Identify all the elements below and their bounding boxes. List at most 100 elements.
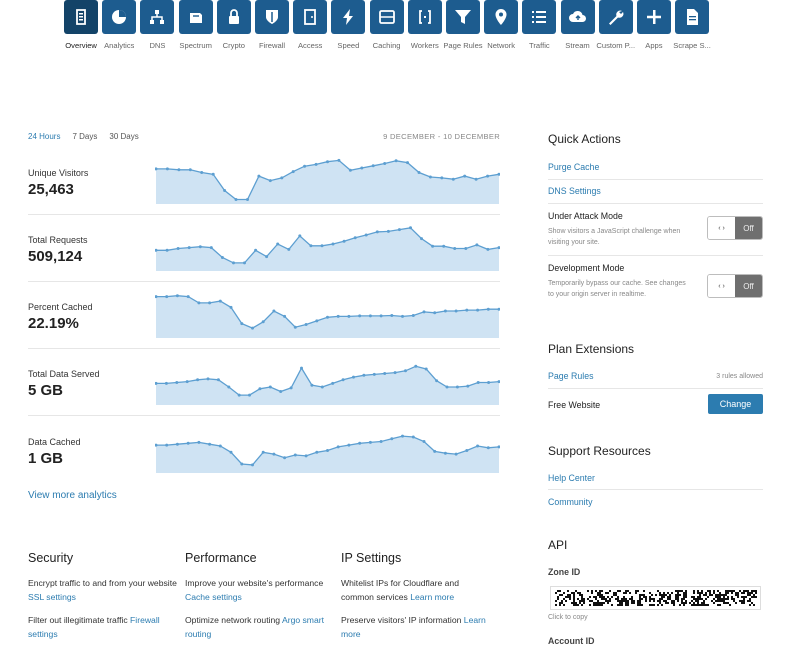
sparkline-point — [155, 248, 158, 252]
sparkline-point — [175, 442, 179, 446]
cache-settings-link[interactable]: Cache settings — [185, 591, 242, 602]
sparkline-point — [358, 314, 362, 318]
sparkline-point — [414, 364, 418, 368]
ip-whitelist-text: Whitelist IPs for Cloudflare and common … — [341, 578, 459, 602]
sparkline-point — [314, 162, 318, 166]
nav-item-crypto[interactable]: Crypto — [215, 0, 253, 56]
sparkline-point — [404, 369, 407, 373]
time-option-24-hours[interactable]: 24 Hours — [28, 131, 61, 141]
sparkline-point — [358, 441, 362, 445]
sparkline-point — [390, 437, 394, 441]
time-option-30-days[interactable]: 30 Days — [109, 131, 139, 141]
sparkline-point — [375, 230, 379, 234]
nav-item-overview[interactable]: Overview — [62, 0, 100, 56]
nav-item-stream[interactable]: Stream — [558, 0, 596, 56]
dns-settings-link[interactable]: DNS Settings — [548, 186, 601, 196]
ssl-settings-link[interactable]: SSL settings — [28, 591, 76, 602]
nav-item-firewall[interactable]: Firewall — [253, 0, 291, 56]
lightning-icon — [343, 9, 354, 25]
sparkline-point — [433, 311, 437, 315]
argo-smart-routing-link[interactable]: Argo smart routing — [185, 615, 324, 639]
toggle-code-icon: ‹ › — [708, 217, 735, 239]
nav-item-scrape-s[interactable]: Scrape S... — [673, 0, 711, 56]
divider — [548, 255, 763, 256]
community-link[interactable]: Community — [548, 497, 593, 507]
sparkline-point — [465, 449, 469, 452]
view-more-analytics-link[interactable]: View more analytics — [28, 490, 117, 501]
change-plan-button[interactable]: Change — [708, 394, 763, 414]
nav-item-workers[interactable]: Workers — [406, 0, 444, 56]
sparkline-point — [475, 243, 479, 247]
sparkline-point — [185, 380, 189, 384]
date-range: 9 DECEMBER - 10 DECEMBER — [383, 131, 500, 141]
sparkline-point — [422, 440, 426, 443]
nav-item-traffic[interactable]: Traffic — [520, 0, 558, 56]
zone-id-field[interactable] — [550, 586, 761, 610]
nav-item-access[interactable]: Access — [291, 0, 329, 56]
wrench-icon — [598, 0, 633, 34]
nav-item-speed[interactable]: Speed — [329, 0, 367, 56]
lock-icon — [216, 0, 251, 34]
lock-icon — [228, 9, 239, 24]
sparkline-point — [454, 452, 458, 456]
sparkline-point — [216, 378, 220, 382]
sparkline-point — [422, 310, 426, 314]
sparkline-point — [200, 171, 204, 174]
sparkline-point — [406, 161, 409, 165]
sparkline-point — [394, 159, 398, 163]
overview-icon — [76, 9, 86, 25]
nav-item-network[interactable]: Network — [482, 0, 520, 56]
nav-item-caching[interactable]: Caching — [368, 0, 406, 56]
nav-item-custom-p[interactable]: Custom P... — [596, 0, 635, 56]
sparkline-point — [186, 441, 190, 445]
metric-row: Data Cached 1 GB — [28, 434, 500, 497]
sparkline-point — [442, 244, 446, 248]
under-attack-mode-toggle[interactable]: ‹ › Off — [707, 216, 763, 240]
sparkline-point — [254, 248, 258, 252]
sparkline-point — [476, 308, 480, 312]
metric-label: Percent Cached — [28, 302, 93, 312]
sparkline-point — [497, 307, 500, 311]
nav-item-spectrum[interactable]: Spectrum — [177, 0, 215, 56]
nav-item-analytics[interactable]: Analytics — [100, 0, 138, 56]
page-rules-link[interactable]: Page Rules — [548, 371, 594, 381]
support-resources-title: Support Resources — [548, 444, 651, 458]
sparkline-point — [257, 174, 261, 178]
nav-item-dns[interactable]: DNS — [138, 0, 176, 56]
development-mode-description: Temporarily bypass our cache. See change… — [548, 280, 686, 298]
whitelist-learn-more-link[interactable]: Learn more — [410, 591, 455, 602]
preserve-ip-learn-more-link[interactable]: Learn more — [341, 615, 486, 639]
time-option-7-days[interactable]: 7 Days — [72, 131, 98, 141]
door-icon — [293, 0, 328, 34]
sparkline-point — [291, 170, 295, 174]
divider — [548, 203, 763, 204]
plus-icon — [636, 0, 671, 34]
sparkline-point — [198, 245, 202, 249]
purge-cache-link[interactable]: Purge Cache — [548, 162, 600, 172]
nav-label: Scrape S... — [673, 41, 711, 50]
divider — [548, 179, 763, 180]
shield-icon — [266, 10, 279, 24]
spectrum-icon — [178, 0, 213, 34]
development-mode-toggle[interactable]: ‹ › Off — [707, 274, 763, 298]
plus-icon — [646, 10, 661, 24]
nav-item-apps[interactable]: Apps — [635, 0, 673, 56]
help-center-link[interactable]: Help Center — [548, 473, 595, 483]
divider — [28, 348, 500, 349]
metric-row: Percent Cached 22.19% — [28, 294, 500, 362]
sparkline-point — [309, 244, 313, 248]
sparkline-point — [386, 229, 390, 233]
sparkline-point — [401, 314, 404, 318]
sparkline-point — [463, 174, 467, 178]
under-attack-mode-title: Under Attack Mode — [548, 211, 623, 221]
nav-label: Overview — [65, 41, 97, 50]
sparkline-point — [383, 372, 387, 375]
ip-preserve-text: Preserve visitors' IP information Learn … — [341, 615, 486, 639]
firewall-settings-link[interactable]: Firewall settings — [28, 615, 160, 639]
nav-item-page-rules[interactable]: Page Rules — [443, 0, 483, 56]
metric-row: Unique Visitors 25,463 — [28, 158, 500, 228]
sparkline-point — [464, 247, 468, 250]
sparkline-point — [155, 167, 158, 171]
brackets-icon — [418, 10, 431, 24]
spectrum-icon — [189, 13, 202, 23]
